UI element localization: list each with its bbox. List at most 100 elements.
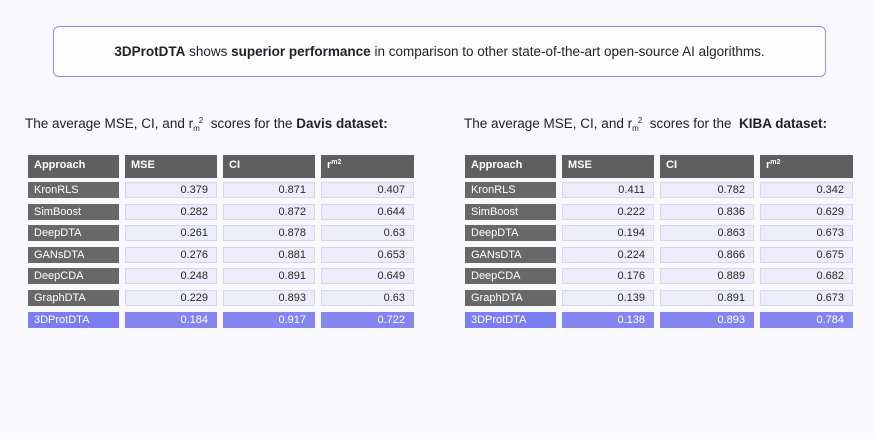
davis-table: Approach MSE CI r m 2 KronRLS 0.379 0.871 0.407 Si…	[28, 155, 414, 333]
kiba-cell-ci: 0.889	[660, 268, 754, 285]
table-row: GANsDTA 0.276 0.881 0.653	[28, 246, 414, 263]
kiba-cell-mse: 0.222	[562, 203, 654, 220]
kiba-cell-mse: 0.194	[562, 225, 654, 242]
kiba-cell-r: 0.629	[760, 203, 853, 220]
kiba-caption-mid: scores for the	[642, 116, 739, 131]
davis-cell-mse: 0.248	[125, 268, 217, 285]
kiba-header-mse: MSE	[562, 155, 654, 178]
kiba-cell-r: 0.673	[760, 289, 853, 306]
davis-caption: The average MSE, CI, and rm2 scores for …	[25, 116, 388, 133]
davis-cell-approach: KronRLS	[28, 182, 119, 198]
kiba-table: Approach MSE CI r m 2 KronRLS 0.411 0.782 0.342 Si…	[465, 155, 853, 333]
banner-highlight: superior performance	[231, 44, 371, 59]
davis-cell-mse: 0.282	[125, 203, 217, 220]
kiba-cell-r: 0.673	[760, 225, 853, 242]
kiba-cell-r: 0.682	[760, 268, 853, 285]
kiba-cell-ci: 0.836	[660, 203, 754, 220]
table-row: SimBoost 0.222 0.836 0.629	[465, 203, 853, 220]
table-row: DeepDTA 0.194 0.863 0.673	[465, 225, 853, 242]
davis-cell-approach: 3DProtDTA	[28, 311, 119, 328]
table-row: DeepCDA 0.176 0.889 0.682	[465, 268, 853, 285]
davis-cell-mse: 0.261	[125, 225, 217, 242]
kiba-cell-approach: GraphDTA	[465, 289, 556, 306]
davis-cell-approach: GraphDTA	[28, 289, 119, 306]
davis-cell-ci: 0.878	[223, 225, 315, 242]
kiba-header-approach: Approach	[465, 155, 556, 178]
davis-cell-r: 0.653	[321, 246, 414, 263]
kiba-cell-ci: 0.863	[660, 225, 754, 242]
table-row: GANsDTA 0.224 0.866 0.675	[465, 246, 853, 263]
kiba-cell-approach: 3DProtDTA	[465, 311, 556, 328]
davis-cell-ci: 0.872	[223, 203, 315, 220]
davis-header-row: Approach MSE CI r m 2	[28, 155, 414, 178]
kiba-caption-sup: 2	[637, 116, 643, 125]
davis-header-r2-sup: 2	[337, 159, 342, 166]
davis-cell-ci: 0.893	[223, 289, 315, 306]
kiba-header-row: Approach MSE CI r m 2	[465, 155, 853, 178]
davis-cell-approach: DeepDTA	[28, 225, 119, 242]
davis-cell-ci: 0.871	[223, 182, 315, 198]
kiba-caption-dataset: KIBA dataset:	[739, 116, 828, 131]
davis-cell-mse: 0.276	[125, 246, 217, 263]
kiba-caption: The average MSE, CI, and rm2 scores for …	[464, 116, 827, 133]
kiba-cell-mse: 0.139	[562, 289, 654, 306]
davis-cell-r: 0.63	[321, 225, 414, 242]
kiba-caption-sub: m	[632, 124, 639, 133]
kiba-cell-mse: 0.138	[562, 311, 654, 328]
table-row: DeepDTA 0.261 0.878 0.63	[28, 225, 414, 242]
kiba-cell-ci: 0.891	[660, 289, 754, 306]
davis-header-r2-sub: m	[331, 159, 338, 166]
kiba-cell-r: 0.675	[760, 246, 853, 263]
kiba-caption-prefix: The average MSE, CI, and r	[464, 116, 633, 131]
davis-cell-mse: 0.229	[125, 289, 217, 306]
davis-cell-mse: 0.379	[125, 182, 217, 198]
davis-caption-prefix: The average MSE, CI, and r	[25, 116, 194, 131]
kiba-cell-ci: 0.866	[660, 246, 754, 263]
davis-header-ci: CI	[223, 155, 315, 178]
table-row: 3DProtDTA 0.184 0.917 0.722	[28, 311, 414, 328]
davis-cell-r: 0.63	[321, 289, 414, 306]
kiba-cell-mse: 0.411	[562, 182, 654, 198]
davis-caption-sub: m	[193, 124, 200, 133]
davis-caption-dataset: Davis dataset:	[296, 116, 388, 131]
table-row: GraphDTA 0.139 0.891 0.673	[465, 289, 853, 306]
davis-cell-r: 0.644	[321, 203, 414, 220]
table-row: DeepCDA 0.248 0.891 0.649	[28, 268, 414, 285]
kiba-cell-ci: 0.893	[660, 311, 754, 328]
table-row: 3DProtDTA 0.138 0.893 0.784	[465, 311, 853, 328]
kiba-cell-approach: KronRLS	[465, 182, 556, 198]
table-row: GraphDTA 0.229 0.893 0.63	[28, 289, 414, 306]
kiba-cell-ci: 0.782	[660, 182, 754, 198]
davis-cell-ci: 0.881	[223, 246, 315, 263]
banner-text-b: in comparison to other state-of-the-art …	[370, 44, 765, 59]
kiba-cell-mse: 0.224	[562, 246, 654, 263]
davis-cell-r: 0.407	[321, 182, 414, 198]
kiba-header-r2-sub: m	[770, 159, 777, 166]
summary-banner: 3DProtDTA shows superior performance in …	[53, 26, 826, 77]
davis-header-r2-base: r	[327, 159, 332, 171]
table-row: SimBoost 0.282 0.872 0.644	[28, 203, 414, 220]
kiba-cell-r: 0.342	[760, 182, 853, 198]
kiba-cell-approach: DeepCDA	[465, 268, 556, 285]
kiba-header-ci: CI	[660, 155, 754, 178]
kiba-cell-mse: 0.176	[562, 268, 654, 285]
banner-model-name: 3DProtDTA	[114, 44, 186, 59]
davis-caption-sup: 2	[198, 116, 204, 125]
davis-header-approach: Approach	[28, 155, 119, 178]
davis-cell-ci: 0.917	[223, 311, 315, 328]
banner-text-a: shows	[185, 44, 232, 59]
davis-cell-approach: SimBoost	[28, 203, 119, 220]
table-row: KronRLS 0.411 0.782 0.342	[465, 182, 853, 198]
davis-cell-r: 0.649	[321, 268, 414, 285]
kiba-cell-r: 0.784	[760, 311, 853, 328]
davis-caption-mid: scores for the	[203, 116, 297, 131]
table-row: KronRLS 0.379 0.871 0.407	[28, 182, 414, 198]
davis-header-mse: MSE	[125, 155, 217, 178]
davis-cell-approach: DeepCDA	[28, 268, 119, 285]
kiba-cell-approach: DeepDTA	[465, 225, 556, 242]
kiba-header-r2-base: r	[766, 159, 771, 171]
davis-cell-r: 0.722	[321, 311, 414, 328]
davis-cell-ci: 0.891	[223, 268, 315, 285]
